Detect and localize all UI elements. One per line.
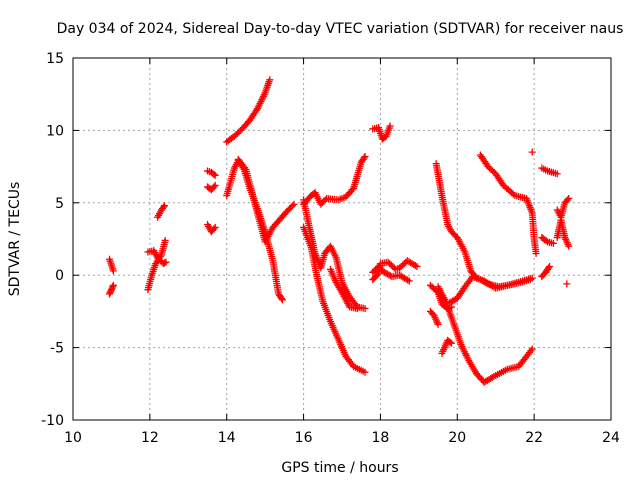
data-point: [434, 320, 442, 328]
data-point: [161, 259, 169, 267]
data-point: [563, 196, 571, 204]
x-tick-label: 14: [218, 430, 236, 446]
data-point: [526, 276, 534, 284]
data-point: [549, 239, 557, 247]
data-marks: [106, 76, 573, 386]
data-point: [553, 170, 561, 178]
y-tick-label: -5: [50, 341, 64, 357]
data-point: [159, 203, 167, 211]
data-point: [448, 339, 456, 347]
data-point: [160, 202, 168, 210]
data-point: [266, 76, 274, 84]
data-point: [360, 154, 368, 162]
data-point: [528, 345, 536, 353]
data-point: [482, 279, 490, 287]
data-point: [109, 281, 117, 289]
data-point: [532, 249, 540, 257]
data-point: [278, 296, 286, 304]
y-tick-label: 0: [55, 268, 64, 284]
data-point: [528, 148, 536, 156]
data-point: [546, 263, 554, 271]
data-point: [277, 294, 285, 302]
chart-title: Day 034 of 2024, Sidereal Day-to-day VTE…: [57, 21, 624, 37]
y-tick-label: 10: [46, 123, 64, 139]
data-point: [290, 200, 298, 208]
data-point: [211, 181, 219, 189]
x-axis-label: GPS time / hours: [281, 460, 398, 476]
data-point: [386, 122, 394, 130]
data-point: [565, 242, 573, 250]
axis-ticks: 10 12 14 16 18 20 22 24 -10 -5 0 5 10 15: [41, 51, 620, 446]
data-point: [545, 264, 553, 272]
plot-area-border: [72, 57, 612, 421]
data-point: [211, 171, 219, 179]
data-point: [563, 280, 571, 288]
data-point: [446, 338, 454, 346]
data-point: [404, 276, 412, 284]
x-tick-label: 12: [141, 430, 159, 446]
data-point: [211, 223, 219, 231]
data-point: [565, 194, 573, 202]
data-point: [488, 374, 496, 382]
data-point: [405, 277, 413, 285]
y-tick-label: -10: [41, 413, 64, 429]
data-point: [289, 202, 297, 210]
data-point: [509, 190, 517, 198]
y-tick-label: 15: [46, 51, 64, 67]
x-tick-label: 24: [602, 430, 620, 446]
data-point: [361, 368, 369, 376]
data-point: [411, 262, 419, 270]
gridlines: [73, 58, 611, 420]
data-point: [162, 258, 170, 266]
data-point: [109, 267, 117, 275]
y-tick-label: 5: [55, 196, 64, 212]
x-tick-label: 22: [525, 430, 543, 446]
x-tick-label: 20: [448, 430, 466, 446]
data-point: [161, 236, 169, 244]
data-point: [210, 170, 218, 178]
data-point: [413, 263, 421, 271]
data-point: [361, 152, 369, 160]
data-point: [353, 305, 361, 313]
data-point: [542, 237, 550, 245]
x-tick-label: 16: [295, 430, 313, 446]
data-point: [321, 196, 329, 204]
x-tick-label: 18: [372, 430, 390, 446]
x-tick-label: 10: [64, 430, 82, 446]
data-point: [210, 225, 218, 233]
y-axis-label: SDTVAR / TECUs: [7, 182, 23, 297]
data-point: [361, 305, 369, 313]
data-point: [210, 183, 218, 191]
